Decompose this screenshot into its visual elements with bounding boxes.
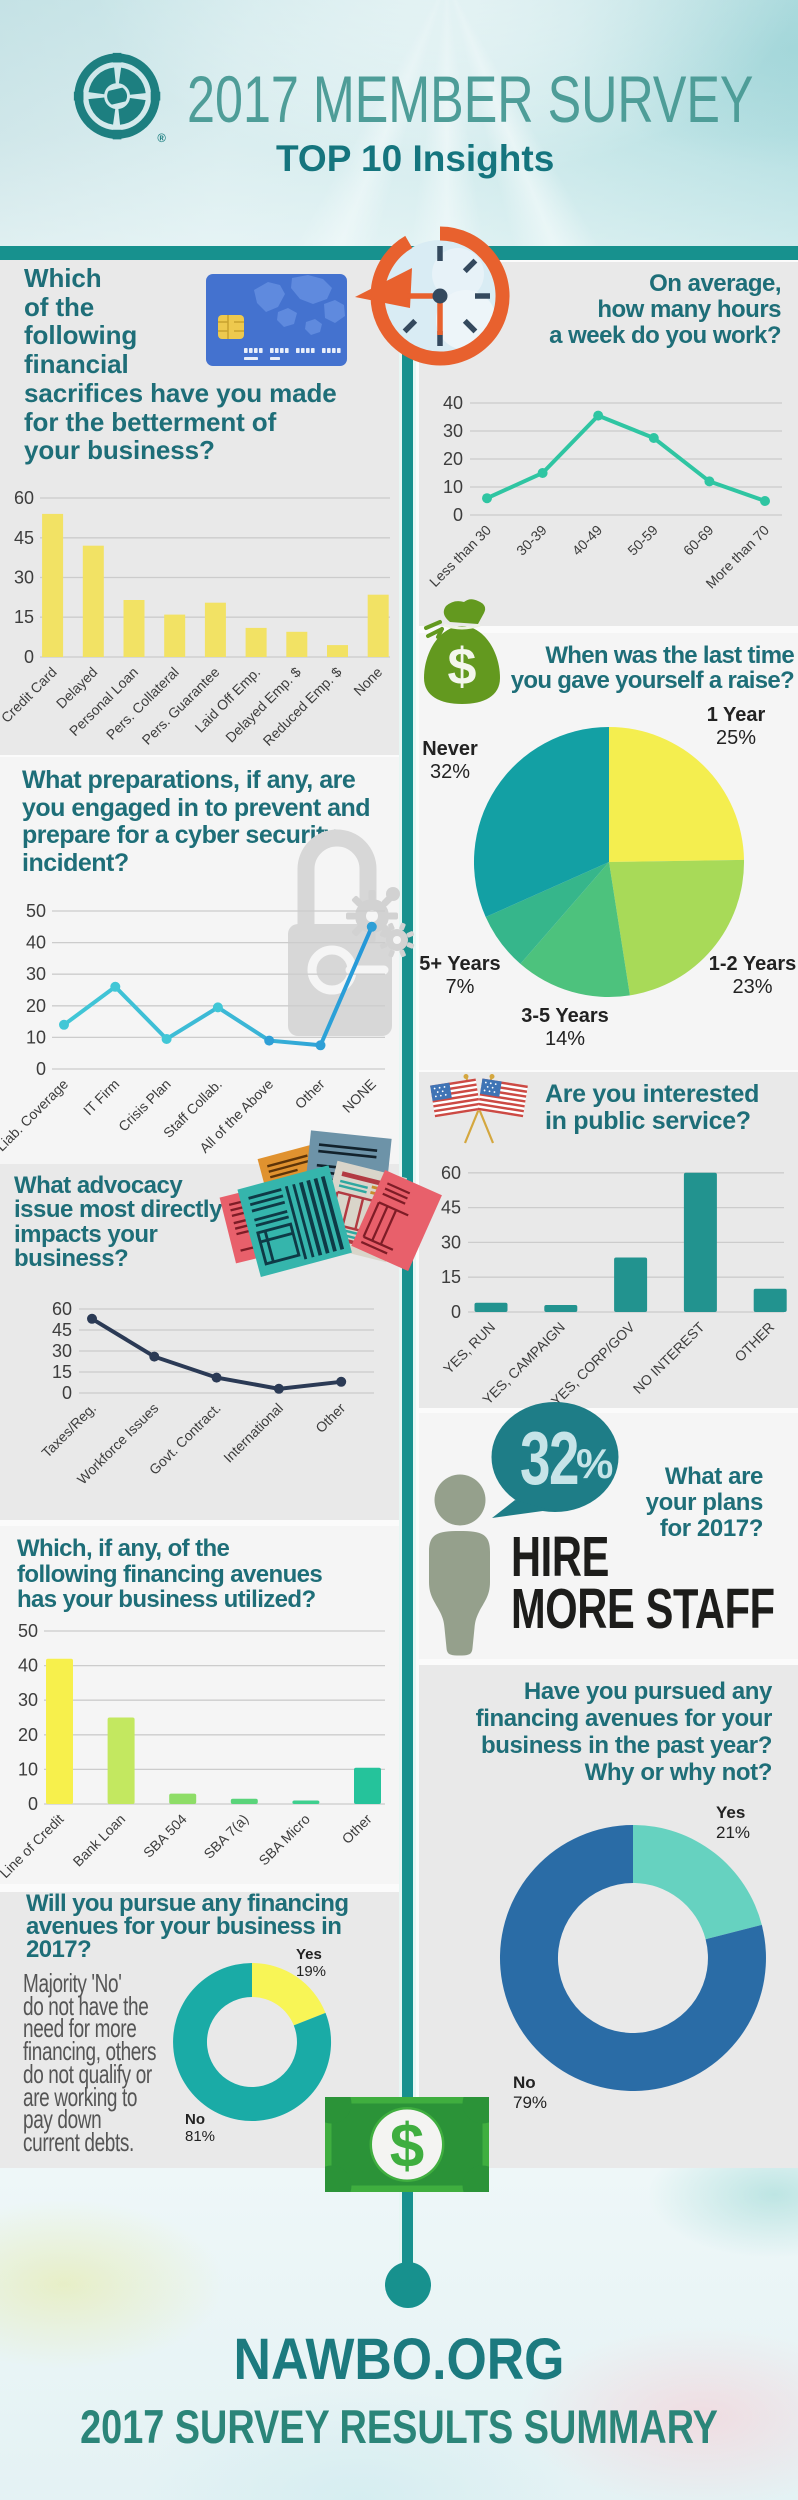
svg-text:0: 0 bbox=[36, 1059, 46, 1079]
svg-text:40: 40 bbox=[443, 393, 463, 413]
svg-text:10: 10 bbox=[443, 477, 463, 497]
svg-text:50: 50 bbox=[18, 1621, 38, 1641]
svg-text:$: $ bbox=[448, 638, 477, 696]
svg-text:15: 15 bbox=[52, 1362, 72, 1382]
svg-text:$: $ bbox=[390, 2112, 424, 2181]
svg-text:60: 60 bbox=[14, 488, 34, 508]
svg-text:15: 15 bbox=[441, 1267, 461, 1287]
svg-text:32: 32 bbox=[520, 1417, 578, 1500]
svg-text:30: 30 bbox=[18, 1690, 38, 1710]
svg-text:0: 0 bbox=[451, 1302, 461, 1322]
svg-text:%: % bbox=[576, 1440, 613, 1487]
svg-text:45: 45 bbox=[52, 1320, 72, 1340]
svg-text:50: 50 bbox=[26, 901, 46, 921]
svg-text:0: 0 bbox=[28, 1794, 38, 1814]
svg-text:40: 40 bbox=[18, 1656, 38, 1676]
svg-text:45: 45 bbox=[14, 528, 34, 548]
svg-text:0: 0 bbox=[453, 505, 463, 525]
svg-text:®: ® bbox=[157, 133, 166, 145]
svg-text:30: 30 bbox=[443, 421, 463, 441]
svg-text:40: 40 bbox=[26, 933, 46, 953]
svg-text:0: 0 bbox=[62, 1383, 72, 1403]
svg-text:10: 10 bbox=[26, 1027, 46, 1047]
svg-text:30: 30 bbox=[26, 964, 46, 984]
svg-text:15: 15 bbox=[14, 607, 34, 627]
svg-text:0: 0 bbox=[24, 647, 34, 667]
svg-text:30: 30 bbox=[441, 1232, 461, 1252]
svg-text:10: 10 bbox=[18, 1759, 38, 1779]
svg-text:20: 20 bbox=[26, 996, 46, 1016]
svg-text:30: 30 bbox=[52, 1341, 72, 1361]
svg-text:60: 60 bbox=[441, 1163, 461, 1183]
svg-text:60: 60 bbox=[52, 1299, 72, 1319]
svg-text:20: 20 bbox=[443, 449, 463, 469]
svg-text:20: 20 bbox=[18, 1725, 38, 1745]
svg-text:45: 45 bbox=[441, 1198, 461, 1218]
svg-text:30: 30 bbox=[14, 568, 34, 588]
